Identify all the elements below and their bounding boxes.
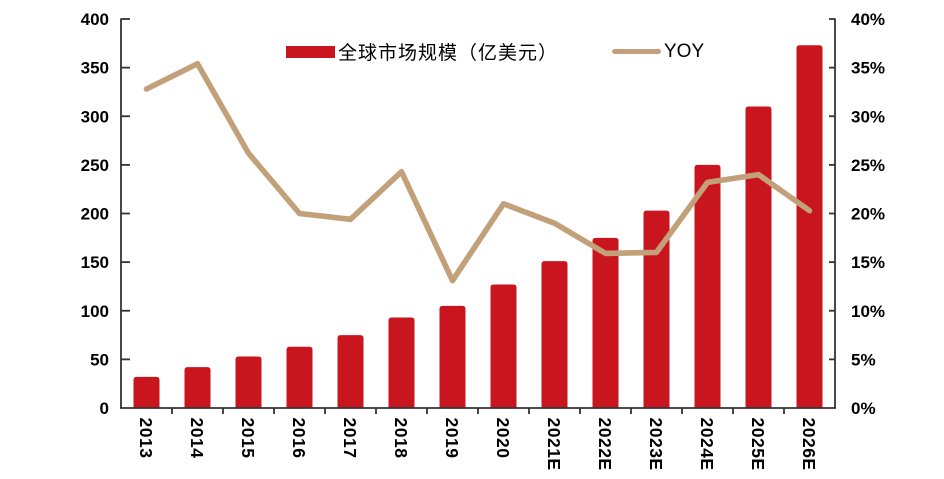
left-axis-tick-label: 100 [81,302,109,321]
bar-2017 [337,335,364,408]
x-axis-category-label: 2023E [646,418,666,471]
x-axis-category-label: 2017 [340,418,360,459]
right-axis-tick-label: 20% [851,205,885,224]
bar-2013 [133,376,160,408]
left-axis-tick-label: 150 [81,253,109,272]
legend-item-market-size: 全球市场规模（亿美元） [286,39,558,64]
left-axis-tick-label: 250 [81,156,109,175]
right-axis-tick-label: 25% [851,156,885,175]
line-series-swatch [612,49,661,54]
bar-2014 [184,367,211,408]
left-axis-tick-label: 350 [81,59,109,78]
right-axis-tick-label: 0% [851,399,876,418]
bar-2025E [745,106,772,409]
yoy-line [143,60,813,284]
bar-2015 [235,356,262,408]
bar-2016 [286,346,313,408]
left-axis-tick-label: 200 [81,205,109,224]
bar-2019 [439,305,466,408]
x-axis-category-label: 2015 [238,418,258,459]
x-axis-category-label: 2022E [595,418,615,471]
x-axis-category-label: 2016 [289,418,309,459]
bar-2022E [592,237,619,408]
x-axis-category-label: 2025E [748,418,768,471]
left-axis-tick-label: 300 [81,107,109,126]
axis-labels: 0 50 100 150 200 250 300 350 400 0% 5% 10% 15% 20% 25%… [81,10,885,471]
bar-2024E [694,164,721,408]
x-axis-category-label: 2026E [799,418,819,471]
x-axis-category-label: 2013 [136,418,156,459]
x-axis-category-label: 2018 [391,418,411,459]
left-axis-tick-label: 400 [81,10,109,29]
left-axis-tick-label: 50 [90,350,109,369]
legend-item-yoy: YOY [612,39,704,64]
x-axis-category-label: 2014 [187,418,207,459]
bar-2018 [388,317,415,408]
right-axis-tick-label: 35% [851,59,885,78]
x-axis-category-label: 2019 [442,418,462,459]
bar-2021E [541,261,568,408]
line-series-label: YOY [664,40,705,62]
bar-2020 [490,284,517,408]
x-axis-category-label: 2020 [493,418,513,459]
axes [120,18,836,414]
right-axis-tick-label: 5% [851,350,876,369]
bar-2023E [643,210,670,408]
right-axis-tick-label: 10% [851,302,885,321]
bar-2026E [796,45,823,408]
right-axis-tick-label: 15% [851,253,885,272]
left-axis-tick-label: 0 [100,399,109,418]
right-axis-tick-label: 30% [851,107,885,126]
bar-series [133,45,823,409]
right-axis-tick-label: 40% [851,10,885,29]
x-axis-category-label: 2021E [544,418,564,471]
bar-series-label: 全球市场规模（亿美元） [338,42,559,64]
x-axis-category-label: 2024E [697,418,717,471]
bar-series-swatch [286,45,335,58]
